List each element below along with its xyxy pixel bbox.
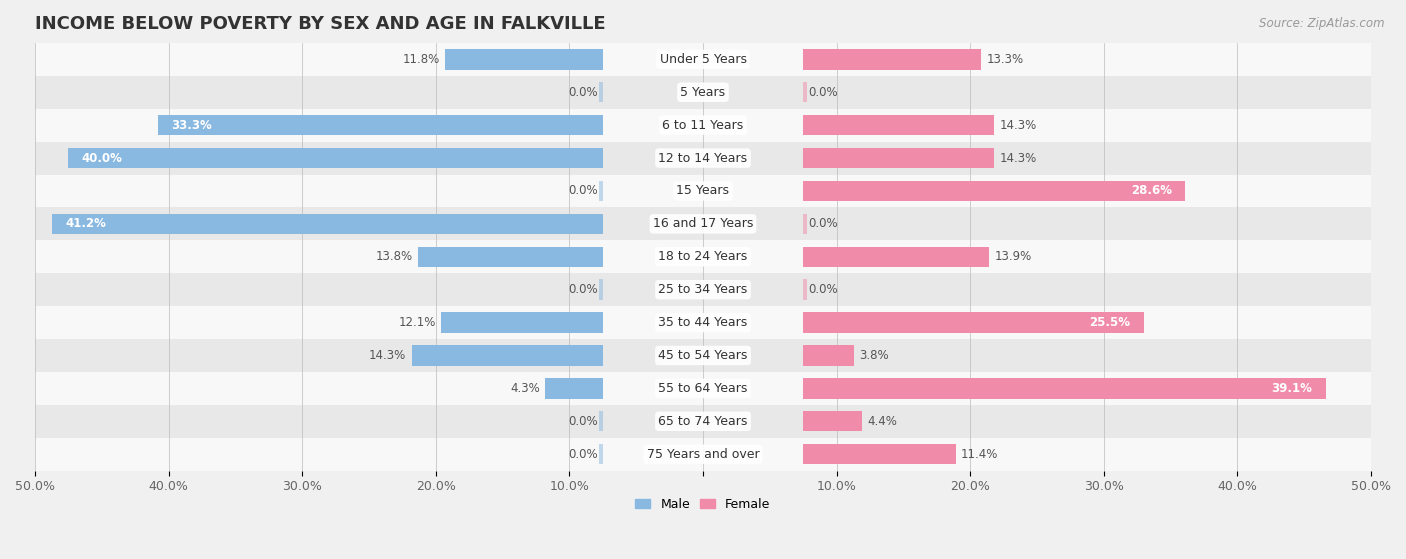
Text: 16 and 17 Years: 16 and 17 Years: [652, 217, 754, 230]
Text: Source: ZipAtlas.com: Source: ZipAtlas.com: [1260, 17, 1385, 30]
Bar: [419, 247, 603, 267]
Text: 55 to 64 Years: 55 to 64 Years: [658, 382, 748, 395]
Bar: [35, 273, 1371, 306]
Legend: Male, Female: Male, Female: [630, 492, 776, 516]
Text: Under 5 Years: Under 5 Years: [659, 53, 747, 66]
Bar: [35, 43, 1371, 76]
Bar: [803, 345, 853, 366]
Bar: [35, 240, 1371, 273]
Bar: [599, 82, 603, 102]
Bar: [35, 108, 1371, 141]
Bar: [35, 405, 1371, 438]
Bar: [441, 312, 603, 333]
Bar: [803, 49, 981, 69]
Text: 25.5%: 25.5%: [1090, 316, 1130, 329]
Text: 0.0%: 0.0%: [568, 448, 598, 461]
Text: 14.3%: 14.3%: [1000, 151, 1036, 164]
Bar: [803, 181, 1185, 201]
Bar: [599, 280, 603, 300]
Bar: [69, 148, 603, 168]
Bar: [803, 378, 1326, 399]
Text: 0.0%: 0.0%: [808, 217, 838, 230]
Text: 0.0%: 0.0%: [568, 283, 598, 296]
Text: 40.0%: 40.0%: [82, 151, 122, 164]
Text: 12 to 14 Years: 12 to 14 Years: [658, 151, 748, 164]
Text: 4.4%: 4.4%: [868, 415, 897, 428]
Bar: [35, 339, 1371, 372]
Text: 4.3%: 4.3%: [510, 382, 540, 395]
Text: 14.3%: 14.3%: [370, 349, 406, 362]
Bar: [803, 82, 807, 102]
Bar: [157, 115, 603, 135]
Text: 6 to 11 Years: 6 to 11 Years: [662, 119, 744, 132]
Text: 13.3%: 13.3%: [986, 53, 1024, 66]
Text: 65 to 74 Years: 65 to 74 Years: [658, 415, 748, 428]
Bar: [803, 280, 807, 300]
Text: 0.0%: 0.0%: [568, 86, 598, 99]
Text: 13.9%: 13.9%: [994, 250, 1032, 263]
Text: 18 to 24 Years: 18 to 24 Years: [658, 250, 748, 263]
Text: 0.0%: 0.0%: [808, 86, 838, 99]
Text: 75 Years and over: 75 Years and over: [647, 448, 759, 461]
Text: 28.6%: 28.6%: [1130, 184, 1173, 197]
Text: 0.0%: 0.0%: [568, 415, 598, 428]
Bar: [35, 306, 1371, 339]
Bar: [803, 444, 956, 465]
Bar: [446, 49, 603, 69]
Text: 0.0%: 0.0%: [568, 184, 598, 197]
Text: 14.3%: 14.3%: [1000, 119, 1036, 132]
Text: 12.1%: 12.1%: [398, 316, 436, 329]
Bar: [35, 372, 1371, 405]
Bar: [803, 148, 994, 168]
Bar: [803, 411, 862, 432]
Bar: [35, 438, 1371, 471]
Bar: [803, 214, 807, 234]
Text: 41.2%: 41.2%: [66, 217, 107, 230]
Text: 45 to 54 Years: 45 to 54 Years: [658, 349, 748, 362]
Bar: [35, 174, 1371, 207]
Text: 5 Years: 5 Years: [681, 86, 725, 99]
Text: 11.4%: 11.4%: [960, 448, 998, 461]
Bar: [35, 76, 1371, 108]
Bar: [52, 214, 603, 234]
Bar: [546, 378, 603, 399]
Bar: [803, 247, 988, 267]
Bar: [35, 141, 1371, 174]
Text: 35 to 44 Years: 35 to 44 Years: [658, 316, 748, 329]
Bar: [803, 115, 994, 135]
Bar: [599, 181, 603, 201]
Text: 25 to 34 Years: 25 to 34 Years: [658, 283, 748, 296]
Bar: [803, 312, 1144, 333]
Text: 13.8%: 13.8%: [375, 250, 413, 263]
Bar: [599, 411, 603, 432]
Text: INCOME BELOW POVERTY BY SEX AND AGE IN FALKVILLE: INCOME BELOW POVERTY BY SEX AND AGE IN F…: [35, 15, 606, 33]
Text: 3.8%: 3.8%: [859, 349, 889, 362]
Bar: [35, 207, 1371, 240]
Text: 15 Years: 15 Years: [676, 184, 730, 197]
Text: 33.3%: 33.3%: [172, 119, 212, 132]
Bar: [412, 345, 603, 366]
Text: 11.8%: 11.8%: [402, 53, 440, 66]
Bar: [599, 444, 603, 465]
Text: 39.1%: 39.1%: [1271, 382, 1312, 395]
Text: 0.0%: 0.0%: [808, 283, 838, 296]
